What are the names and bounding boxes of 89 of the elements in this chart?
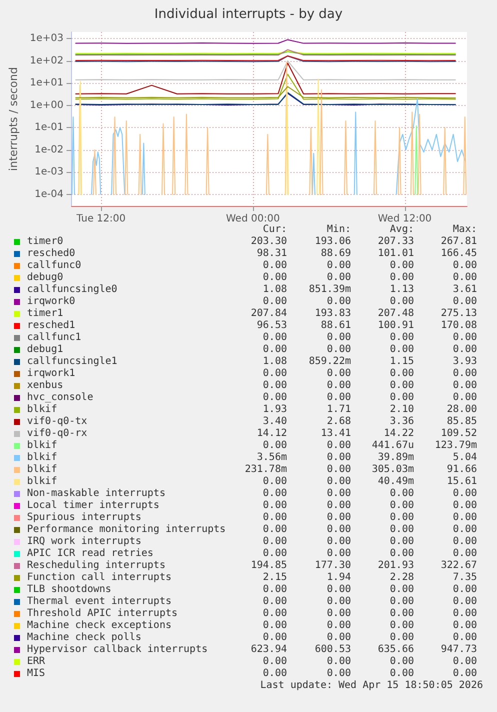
text: 0.00 0.00 0.00 0.00 xyxy=(262,296,477,307)
text: 0.00 0.00 0.00 0.00 xyxy=(262,620,477,631)
legend-label: APIC ICR read retries xyxy=(27,548,154,560)
legend-label: Non-maskable interrupts xyxy=(27,488,166,500)
text: 96.53 88.61 100.91 170.08 xyxy=(256,320,477,331)
text: 0.00 0.00 0.00 0.00 xyxy=(262,260,477,271)
text: 0.00 0.00 0.00 0.00 xyxy=(262,272,477,283)
text: 623.94 600.53 635.66 947.73 xyxy=(250,644,477,655)
legend-label: blkif xyxy=(27,404,58,416)
legend-label: resched0 xyxy=(27,248,76,260)
text: 2.15 1.94 2.28 7.35 xyxy=(262,572,477,583)
y-axis-title: interrupts / second xyxy=(7,67,20,171)
text: 0.00 0.00 0.00 0.00 xyxy=(262,500,477,511)
text: 0.00 0.00 0.00 0.00 xyxy=(262,608,477,619)
legend-label: resched1 xyxy=(27,320,76,332)
text: 0.00 0.00 0.00 0.00 xyxy=(262,512,477,523)
text: 0.00 0.00 0.00 0.00 xyxy=(262,380,477,391)
text: 0.00 0.00 0.00 0.00 xyxy=(262,524,477,535)
legend-label: timer1 xyxy=(27,308,64,320)
legend-label: Function call interrupts xyxy=(27,572,172,584)
text: 1.08 851.39m 1.13 3.61 xyxy=(262,284,477,295)
text: 0.00 0.00 0.00 0.00 xyxy=(262,656,477,667)
legend-label: callfuncsingle0 xyxy=(27,284,118,296)
legend-label: vif0-q0-rx xyxy=(27,428,88,440)
text: 203.30 193.06 207.33 267.81 xyxy=(250,236,477,247)
y-tick-label: 1e-03 xyxy=(34,166,64,178)
text: 0.00 0.00 441.67u 123.79m xyxy=(262,440,477,451)
text: 3.40 2.68 3.36 85.85 xyxy=(262,416,477,427)
text: 0.00 0.00 0.00 0.00 xyxy=(262,596,477,607)
legend-label: timer0 xyxy=(27,236,64,248)
text: 194.85 177.30 201.93 322.67 xyxy=(250,560,477,571)
text: 0.00 0.00 0.00 0.00 xyxy=(262,536,477,547)
legend-label: xenbus xyxy=(27,380,64,392)
text: 3.56m 0.00 39.89m 5.04 xyxy=(256,452,477,463)
legend-label: vif0-q0-tx xyxy=(27,416,88,428)
y-tick-label: 1e-01 xyxy=(34,122,64,134)
legend-label: callfunc1 xyxy=(27,332,82,344)
legend-label: callfunc0 xyxy=(27,260,82,272)
legend-label: Hypervisor callback interrupts xyxy=(27,644,208,656)
legend-label: callfuncsingle1 xyxy=(27,356,118,368)
text: Cur: Min: Avg: Max: xyxy=(262,224,477,235)
x-tick-label: Wed 00:00 xyxy=(226,214,280,224)
legend-label: irqwork1 xyxy=(27,368,76,380)
text: 0.00 0.00 0.00 0.00 xyxy=(262,368,477,379)
legend-label: TLB shootdowns xyxy=(27,584,112,596)
text: 1.93 1.71 2.10 28.00 xyxy=(262,404,477,415)
legend-label: Rescheduling interrupts xyxy=(27,560,166,572)
y-tick-label: 1e+02 xyxy=(30,55,64,66)
x-tick-label: Tue 12:00 xyxy=(76,214,126,224)
legend-label: IRQ work interrupts xyxy=(27,536,142,548)
text: 0.00 0.00 0.00 0.00 xyxy=(262,632,477,643)
text: 0.00 0.00 0.00 0.00 xyxy=(262,488,477,499)
y-tick-label: 1e-02 xyxy=(34,144,64,156)
legend-label: hvc_console xyxy=(27,392,94,404)
text: 207.84 193.83 207.48 275.13 xyxy=(250,308,477,319)
legend-label: Machine check exceptions xyxy=(27,620,172,632)
text: 14.12 13.41 14.22 109.52 xyxy=(256,428,477,439)
text: 231.78m 0.00 305.03m 91.66 xyxy=(244,464,477,475)
y-tick-label: 1e+03 xyxy=(30,33,64,44)
chart-title: Individual interrupts - by day xyxy=(154,7,343,22)
text: 0.00 0.00 0.00 0.00 xyxy=(262,548,477,559)
legend-label: Spurious interrupts xyxy=(27,512,142,524)
y-tick-label: 1e-04 xyxy=(34,188,64,200)
legend-label: debug1 xyxy=(27,344,64,356)
legend-label: Machine check polls xyxy=(27,632,142,644)
text: 0.00 0.00 0.00 0.00 xyxy=(262,668,477,679)
legend-label: blkif xyxy=(27,476,58,488)
text: 0.00 0.00 0.00 0.00 xyxy=(262,584,477,595)
text: Last update: Wed Apr 15 18:50:05 2026 xyxy=(260,680,483,692)
legend-label: irqwork0 xyxy=(27,296,76,308)
legend-label: blkif xyxy=(27,452,58,464)
x-tick-label: Wed 12:00 xyxy=(378,214,432,224)
y-tick-label: 1e+01 xyxy=(30,78,64,89)
text: 0.00 0.00 0.00 0.00 xyxy=(262,392,477,403)
legend-label: MIS xyxy=(27,668,46,680)
legend-label: debug0 xyxy=(27,272,64,284)
text: 1.08 859.22m 1.15 3.93 xyxy=(262,356,477,367)
legend-label: blkif xyxy=(27,440,58,452)
legend-label: Local timer interrupts xyxy=(27,500,160,512)
text: 0.00 0.00 0.00 0.00 xyxy=(262,344,477,355)
legend-label: blkif xyxy=(27,464,58,476)
text: 98.31 88.69 101.01 166.45 xyxy=(256,248,477,259)
y-tick-label: 1e+00 xyxy=(30,100,64,111)
text: 0.00 0.00 0.00 0.00 xyxy=(262,332,477,343)
legend-label: Threshold APIC interrupts xyxy=(27,608,178,620)
legend-label: Thermal event interrupts xyxy=(27,596,172,608)
legend-label: ERR xyxy=(27,656,46,668)
legend-label: Performance monitoring interrupts xyxy=(27,524,226,536)
text: 0.00 0.00 40.49m 15.61 xyxy=(262,476,477,487)
